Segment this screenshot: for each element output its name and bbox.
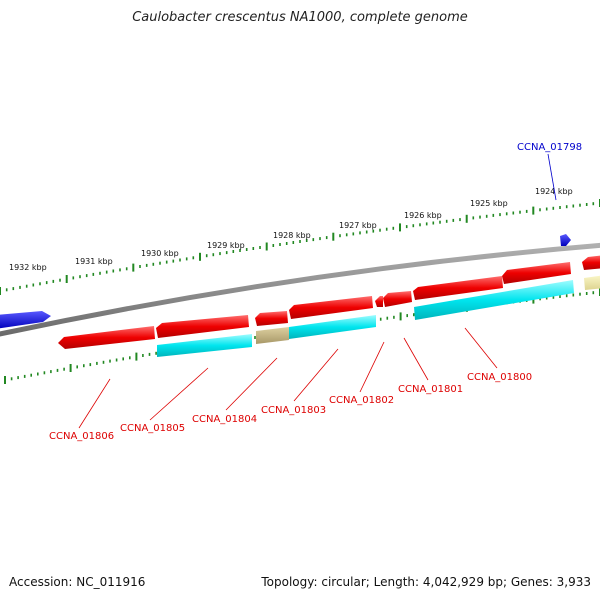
kbp-label-1924: 1924 kbp: [535, 187, 573, 196]
scale-track-upper: [0, 199, 600, 295]
kbp-label-1932: 1932 kbp: [9, 263, 47, 272]
scale-labels: 1932 kbp 1931 kbp 1930 kbp 1929 kbp 1928…: [9, 187, 573, 272]
gene-red-6[interactable]: [383, 291, 412, 307]
kbp-label-1926: 1926 kbp: [404, 211, 442, 220]
kbp-label-1929: 1929 kbp: [207, 241, 245, 250]
genome-summary-text: Topology: circular; Length: 4,042,929 bp…: [261, 575, 591, 589]
kbp-label-1930: 1930 kbp: [141, 249, 179, 258]
gene-red-3[interactable]: [255, 311, 288, 326]
gene-khaki-1[interactable]: [584, 275, 600, 290]
gene-label-ccna-01806[interactable]: CCNA_01806: [49, 431, 114, 442]
gene-red-5[interactable]: [375, 296, 383, 307]
gene-label-ccna-01805[interactable]: CCNA_01805: [120, 423, 185, 434]
accession-text: Accession: NC_011916: [9, 575, 146, 589]
kbp-label-1931: 1931 kbp: [75, 257, 113, 266]
gene-cyan-2[interactable]: [289, 315, 376, 339]
gene-label-ccna-01801[interactable]: CCNA_01801: [398, 384, 463, 395]
map-title: Caulobacter crescentus NA1000, complete …: [132, 10, 468, 25]
gene-label-ccna-01798[interactable]: CCNA_01798: [517, 142, 582, 153]
gene-red-2[interactable]: [156, 315, 249, 338]
gene-labels: CCNA_01806 CCNA_01805 CCNA_01804 CCNA_01…: [49, 142, 582, 442]
gene-ccna-01798[interactable]: [560, 234, 571, 246]
gene-red-9[interactable]: [582, 255, 600, 270]
gene-tan-1[interactable]: [256, 327, 289, 344]
gene-leader-lines: [78, 153, 557, 429]
gene-label-ccna-01803[interactable]: CCNA_01803: [261, 405, 326, 416]
kbp-label-1928: 1928 kbp: [273, 231, 311, 240]
gene-label-ccna-01804[interactable]: CCNA_01804: [192, 414, 257, 425]
gene-label-ccna-01800[interactable]: CCNA_01800: [467, 372, 532, 383]
gene-cyan-1[interactable]: [157, 334, 252, 357]
gene-label-ccna-01802[interactable]: CCNA_01802: [329, 395, 394, 406]
gene-red-7[interactable]: [413, 276, 503, 300]
genome-backbone: [0, 242, 600, 337]
gene-red-8[interactable]: [502, 262, 571, 284]
kbp-label-1925: 1925 kbp: [470, 199, 508, 208]
kbp-label-1927: 1927 kbp: [339, 221, 377, 230]
gene-blue-left[interactable]: [0, 311, 51, 329]
gene-red-4[interactable]: [289, 296, 373, 319]
gene-red-1[interactable]: [58, 326, 155, 349]
gene-cyan-3[interactable]: [414, 280, 574, 320]
